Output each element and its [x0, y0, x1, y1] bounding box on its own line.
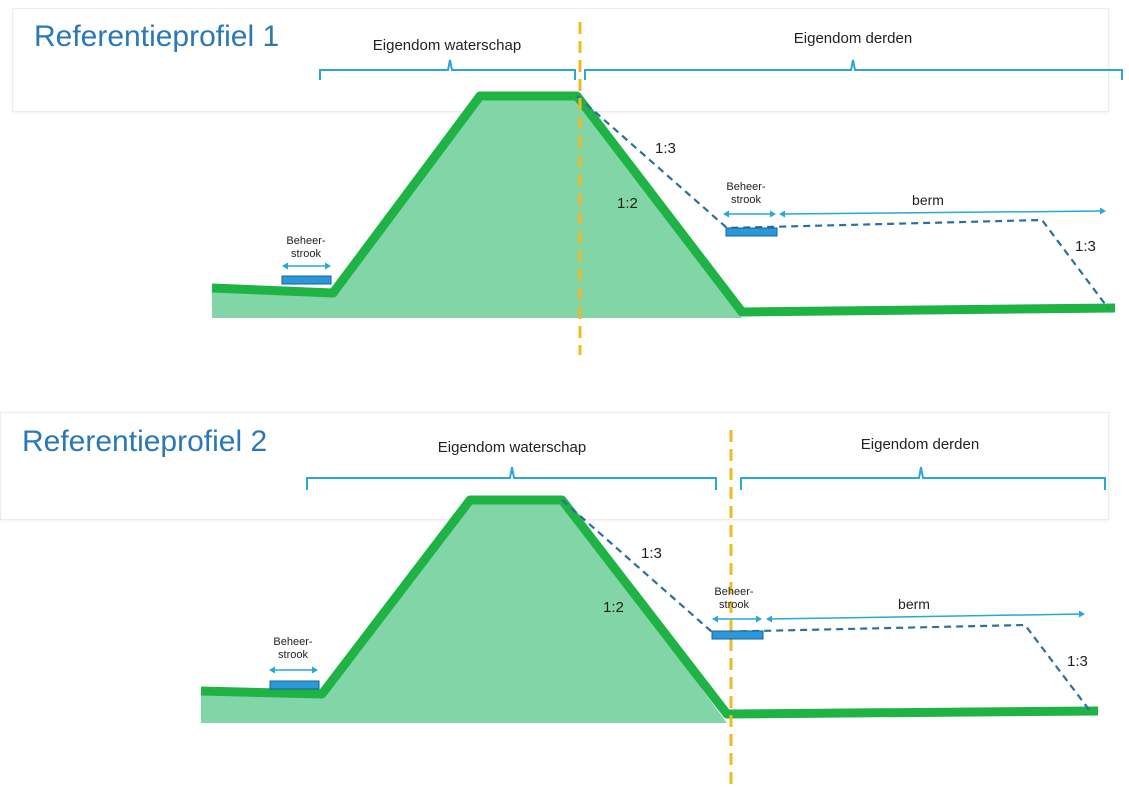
arrow-berm [780, 210, 1105, 215]
dike-body [201, 500, 727, 723]
label-slope-solid: 1:2 [617, 195, 638, 212]
label-strip-right-line2: strook [731, 194, 761, 206]
dashed-berm-profile [561, 499, 1091, 712]
bracket-owner-derden [584, 59, 1123, 80]
bracket-owner-derden [740, 466, 1106, 490]
label-owner-derden: Eigendom derden [861, 436, 979, 453]
label-owner-derden: Eigendom derden [794, 30, 912, 47]
profile-title: Referentieprofiel 2 [22, 425, 268, 458]
dike-body [212, 96, 742, 318]
arrow-berm [767, 613, 1084, 620]
bracket-owner-waterschap [306, 466, 717, 490]
dike-diagram: Eigendom waterschap Eigendom derden 1:3 … [211, 22, 1123, 355]
reference-profile-1: Referentieprofiel 1 Eigendom waterschap … [0, 0, 1129, 380]
label-owner-waterschap: Eigendom waterschap [373, 37, 521, 54]
label-strip-left-line1: Beheer- [286, 235, 325, 247]
maintenance-strip-left [269, 680, 320, 690]
label-slope-berm: 1:3 [1067, 653, 1088, 670]
label-slope-dashed: 1:3 [641, 545, 662, 562]
dike-diagram: Eigendom waterschap Eigendom derden 1:3 … [200, 430, 1106, 785]
maintenance-strip-right [725, 227, 778, 237]
reference-profile-2: Referentieprofiel 2 Eigendom waterschap … [0, 400, 1129, 787]
label-owner-waterschap: Eigendom waterschap [438, 439, 586, 456]
dashed-berm-profile [576, 95, 1109, 309]
label-strip-right-line1: Beheer- [726, 181, 765, 193]
profile-title: Referentieprofiel 1 [34, 20, 280, 53]
maintenance-strip-left [281, 275, 332, 285]
dike-profile-line [211, 91, 1116, 317]
bracket-owner-waterschap [319, 59, 576, 80]
label-strip-left-line1: Beheer- [273, 636, 312, 648]
label-strip-right-line1: Beheer- [714, 586, 753, 598]
label-strip-left-line2: strook [291, 248, 321, 260]
dike-profile-line [200, 495, 1099, 719]
maintenance-strip-right [711, 630, 764, 640]
label-berm: berm [912, 192, 944, 208]
label-slope-dashed: 1:3 [655, 140, 676, 157]
label-slope-berm: 1:3 [1075, 238, 1096, 255]
arrowhead-icon [269, 666, 318, 674]
label-strip-left-line2: strook [278, 649, 308, 661]
arrowhead-icon [723, 210, 776, 218]
label-strip-right-line2: strook [719, 599, 749, 611]
label-slope-solid: 1:2 [603, 599, 624, 616]
arrowhead-icon [282, 262, 331, 270]
label-berm: berm [898, 596, 930, 612]
arrowhead-icon [712, 615, 762, 623]
